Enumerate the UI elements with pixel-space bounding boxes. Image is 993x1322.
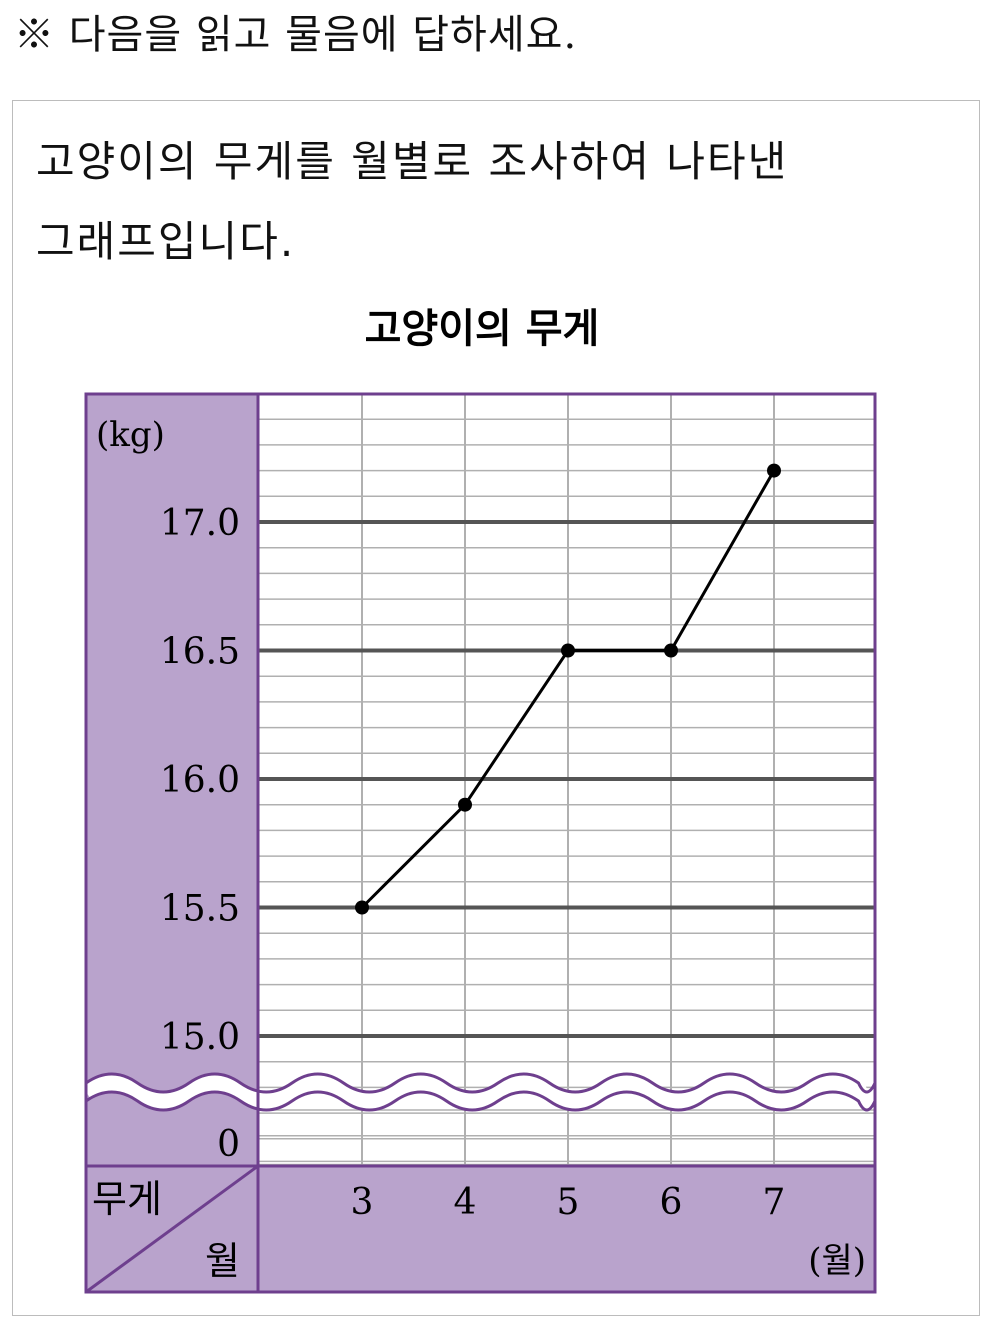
passage-line-1: 고양이의 무게를 월별로 조사하여 나타낸 [36, 137, 789, 186]
axis-break-band [80, 1074, 884, 1110]
x-axis-unit: (월) [808, 1241, 866, 1281]
y-tick-label: 15.5 [160, 889, 240, 930]
data-point [355, 900, 369, 915]
corner-label-month: 월 [205, 1239, 240, 1283]
x-tick-label: 6 [660, 1182, 683, 1223]
question-box [12, 100, 980, 1316]
y-zero-label: 0 [217, 1124, 240, 1165]
y-axis-panel [86, 394, 258, 1166]
data-point [458, 797, 472, 812]
x-tick-label: 3 [351, 1182, 374, 1223]
y-tick-label: 17.0 [160, 503, 240, 544]
y-axis-unit: (kg) [96, 415, 165, 455]
data-point [561, 643, 575, 658]
corner-label-weight: 무게 [92, 1177, 162, 1221]
y-tick-label: 15.0 [160, 1017, 240, 1058]
y-tick-label: 16.5 [160, 632, 240, 673]
x-tick-label: 5 [557, 1182, 580, 1223]
data-point [767, 463, 781, 478]
axis-break-line-bottom [85, 1090, 877, 1112]
passage-text: 고양이의 무게를 월별로 조사하여 나타낸 그래프입니다. [36, 122, 936, 282]
data-point [664, 643, 678, 658]
y-tick-label: 16.0 [160, 760, 240, 801]
corner-diagonal [85, 1164, 259, 1294]
x-tick-label: 4 [454, 1182, 477, 1223]
x-tick-label: 7 [763, 1182, 786, 1223]
axis-break-line-top [85, 1072, 877, 1094]
instruction-text: ※ 다음을 읽고 물음에 답하세요. [14, 12, 578, 58]
chart-border [84, 392, 877, 1294]
chart-title: 고양이의 무게 [365, 306, 600, 352]
x-axis-panel [86, 1166, 875, 1292]
passage-line-2: 그래프입니다. [36, 217, 296, 266]
